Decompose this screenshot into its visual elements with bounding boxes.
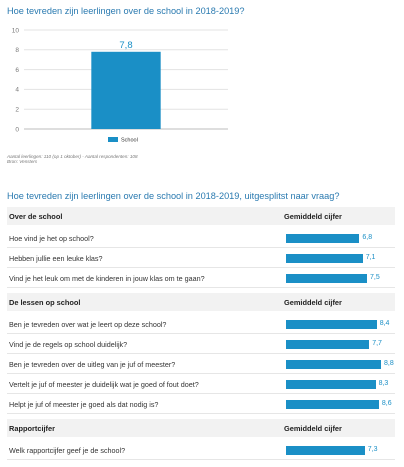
y-tick-label: 4 (15, 87, 19, 94)
question-label: Vertelt je juf of meester je duidelijk w… (9, 380, 199, 389)
score-bar (286, 360, 381, 369)
section-header: De lessen op school Gemiddeld cijfer (7, 293, 395, 311)
question-row: Ben je tevreden over wat je leert op dez… (7, 315, 395, 334)
question-row: Welk rapportcijfer geef je de school? 7,3 (7, 441, 395, 460)
question-label: Vind je de regels op school duidelijk? (9, 340, 128, 349)
bar-value-label: 7,8 (119, 40, 132, 51)
question-row: Vertelt je juf of meester je duidelijk w… (7, 375, 395, 394)
section-title: De lessen op school (9, 298, 81, 307)
y-tick-label: 0 (15, 126, 19, 133)
score-bar (286, 340, 370, 349)
score-value: 7,7 (372, 340, 382, 347)
question-label: Vind je het leuk om met de kinderen in j… (9, 274, 205, 283)
section-title: Over de school (9, 212, 63, 221)
score-bar (286, 446, 365, 455)
chart-source: Bron: Vensters (7, 159, 38, 164)
question-label: Helpt je juf of meester je goed als dat … (9, 400, 159, 409)
legend-swatch (108, 137, 118, 142)
bar-chart: 0 2 4 6 8 10 7,8 School (12, 27, 228, 144)
question-label: Ben je tevreden over wat je leert op dez… (9, 320, 167, 329)
question-row: Vind je het leuk om met de kinderen in j… (7, 269, 395, 288)
score-value: 6,8 (362, 234, 373, 241)
question-row: Hoe vind je het op school? 6,8 (7, 229, 395, 248)
y-tick-label: 6 (15, 67, 19, 74)
bar (91, 51, 161, 129)
question-label: Hoe vind je het op school? (9, 234, 94, 243)
score-value: 8,4 (379, 320, 390, 327)
y-tick-label: 8 (15, 47, 19, 54)
score-value: 7,1 (365, 254, 376, 261)
column-header: Gemiddeld cijfer (284, 212, 342, 221)
chart-title: Hoe tevreden zijn leerlingen over de sch… (7, 6, 245, 16)
question-row: Ben je tevreden over de uitleg van je ju… (7, 355, 395, 374)
question-row: Hebben jullie een leuke klas? 7,1 (7, 249, 395, 268)
score-value: 8,8 (384, 360, 394, 367)
column-header: Gemiddeld cijfer (284, 298, 342, 307)
score-bar (286, 274, 367, 283)
breakdown-title: Hoe tevreden zijn leerlingen over de sch… (7, 191, 340, 201)
column-header: Gemiddeld cijfer (284, 424, 342, 433)
y-tick-label: 10 (12, 27, 20, 34)
score-bar (286, 400, 379, 409)
score-bar (286, 254, 363, 263)
question-label: Ben je tevreden over de uitleg van je ju… (9, 360, 176, 369)
chart-footnote: Aantal leerlingen: 110 (op 1 oktober) - … (7, 154, 138, 159)
section-title: Rapportcijfer (9, 424, 55, 433)
score-bar (286, 234, 360, 243)
section-header: Over de school Gemiddeld cijfer (7, 207, 395, 225)
question-row: Vind je de regels op school duidelijk? 7,… (7, 335, 395, 354)
legend-label: School (121, 138, 138, 144)
question-label: Welk rapportcijfer geef je de school? (9, 446, 126, 455)
score-bar (286, 320, 377, 329)
question-label: Hebben jullie een leuke klas? (9, 254, 103, 263)
section-header: Rapportcijfer Gemiddeld cijfer (7, 419, 395, 437)
question-row: Helpt je juf of meester je goed als dat … (7, 395, 395, 414)
score-value: 8,3 (378, 380, 389, 387)
score-value: 7,5 (370, 274, 380, 281)
score-value: 8,6 (381, 400, 392, 407)
y-tick-label: 2 (15, 107, 19, 114)
score-bar (286, 380, 376, 389)
score-value: 7,3 (367, 446, 378, 453)
